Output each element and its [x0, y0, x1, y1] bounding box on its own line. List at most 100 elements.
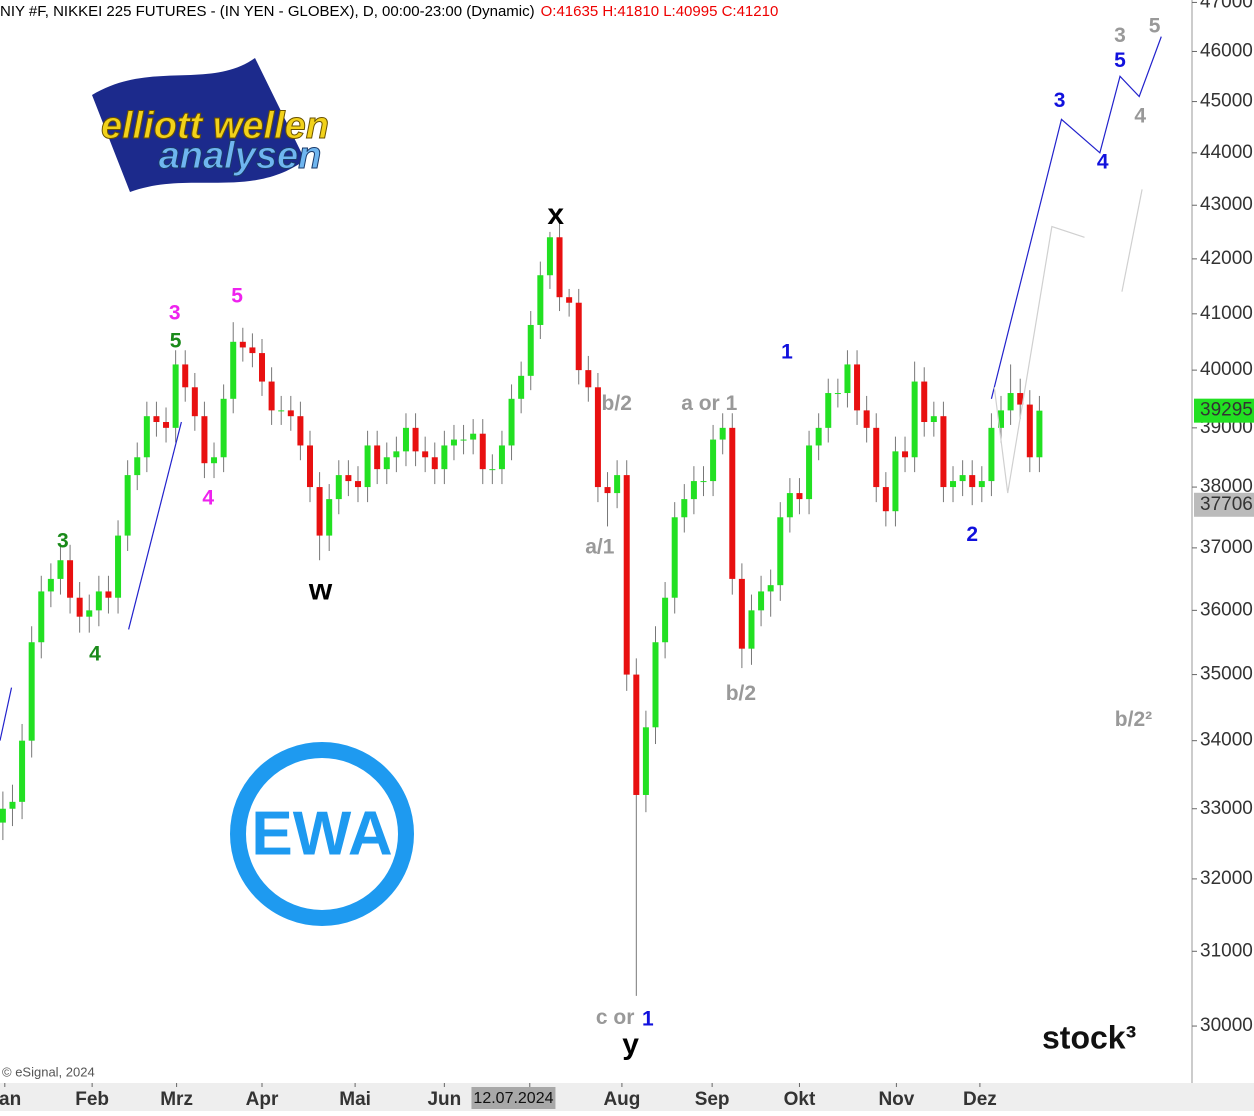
candle-body — [1026, 404, 1033, 458]
candle-body — [450, 439, 457, 446]
candle-body — [422, 451, 429, 458]
wave-label: 3 — [1054, 89, 1066, 112]
y-tick-label: 33000 — [1200, 798, 1253, 819]
wave-label: 5 — [1149, 14, 1161, 37]
candle-body — [460, 439, 467, 441]
y-tick-label: 47000 — [1200, 0, 1253, 12]
candle-body — [911, 381, 918, 458]
wave-label: 1 — [781, 341, 793, 364]
candle-body — [19, 740, 26, 802]
candle-body — [902, 451, 909, 458]
candle-body — [134, 457, 141, 476]
candle-body — [969, 475, 976, 488]
y-tick-label: 36000 — [1200, 599, 1253, 620]
candle-body — [930, 416, 937, 423]
wave-label: 4 — [202, 487, 214, 510]
candle-body — [345, 475, 352, 482]
x-tick-label: Aug — [603, 1089, 640, 1110]
candle-body — [470, 433, 477, 440]
candle-body — [556, 237, 563, 298]
candle-body — [681, 499, 688, 518]
candle-body — [239, 341, 246, 348]
candle-body — [767, 585, 774, 592]
ewa-logo: elliott wellen analysen — [92, 58, 330, 192]
wave-label: 4 — [89, 643, 101, 666]
x-tick-label: Jun — [427, 1089, 461, 1110]
price-label-bg — [1194, 492, 1254, 517]
copyright: © eSignal, 2024 — [2, 1064, 95, 1079]
candle-body — [86, 610, 93, 617]
candle-body — [690, 481, 697, 500]
candle-body — [1017, 393, 1024, 405]
candle-body — [614, 475, 621, 494]
candle-body — [594, 387, 601, 488]
candle-body — [201, 416, 208, 464]
wave-label: 4 — [1134, 104, 1146, 127]
candle-body — [710, 439, 717, 482]
candle-body — [642, 727, 649, 795]
candle-body — [604, 487, 611, 494]
chart-title: NIY #F, NIKKEI 225 FUTURES - (IN YEN - G… — [0, 3, 778, 20]
logo-line1: elliott wellen — [101, 105, 329, 147]
flag — [92, 58, 305, 192]
candle-body — [671, 517, 678, 598]
ewa-badge: EWA — [230, 742, 414, 926]
candle-body — [662, 597, 669, 643]
candle-body — [882, 487, 889, 512]
candle-body — [796, 493, 803, 500]
logo-line2: analysen — [159, 135, 322, 177]
wave-label: b/2² — [1115, 708, 1152, 731]
candle-body — [57, 560, 64, 579]
x-tick-label: Sep — [695, 1089, 730, 1110]
candle-body — [508, 398, 515, 446]
candle-body — [988, 427, 995, 482]
candle-body — [124, 475, 131, 536]
candle-body — [287, 410, 294, 417]
candle-body — [76, 597, 83, 617]
candle-body — [777, 517, 784, 586]
candle-body — [575, 302, 582, 371]
candle-body — [402, 427, 409, 452]
cursor-date: 12.07.2024 — [473, 1090, 553, 1107]
candle-body — [211, 457, 218, 464]
candle-body — [354, 481, 361, 488]
candle-body — [1036, 410, 1043, 458]
wave-label: y — [622, 1028, 639, 1061]
y-tick-label: 42000 — [1200, 248, 1253, 269]
candle-body — [748, 610, 755, 649]
candle-body — [854, 364, 861, 411]
candle-body — [364, 445, 371, 488]
candle-body — [0, 808, 6, 823]
candle-body — [230, 341, 237, 399]
candle-body — [700, 481, 707, 483]
wave-label: c or — [596, 1006, 635, 1029]
wave-label: 3 — [1114, 24, 1126, 47]
y-axis-panel — [1192, 0, 1254, 1083]
candle-body — [268, 381, 275, 411]
candle-body — [873, 427, 880, 488]
candle-body — [259, 353, 266, 382]
brand-logo: stock³ — [1042, 1019, 1136, 1055]
candle-body — [172, 364, 179, 428]
wave-label: 5 — [231, 285, 243, 308]
wave-label: b/2 — [726, 682, 756, 705]
wave-projection — [1121, 189, 1143, 292]
y-tick-label: 38000 — [1200, 476, 1253, 497]
title-ohlc: O:41635 H:41810 L:40995 C:41210 — [541, 3, 779, 20]
candle-body — [47, 578, 54, 592]
wave-label: a/1 — [585, 535, 615, 558]
wave-label: 3 — [169, 301, 181, 324]
candle-body — [950, 481, 957, 488]
candle-body — [623, 475, 630, 675]
y-tick-label: 43000 — [1200, 194, 1253, 215]
wave-label: 1 — [642, 1008, 654, 1031]
candle-body — [383, 457, 390, 470]
y-tick-label: 32000 — [1200, 868, 1253, 889]
candle-body — [998, 410, 1005, 428]
candle-body — [498, 445, 505, 470]
candle-body — [412, 427, 419, 452]
candle-body — [479, 433, 486, 470]
wave-label: 4 — [1097, 151, 1109, 174]
y-tick-label: 34000 — [1200, 730, 1253, 751]
